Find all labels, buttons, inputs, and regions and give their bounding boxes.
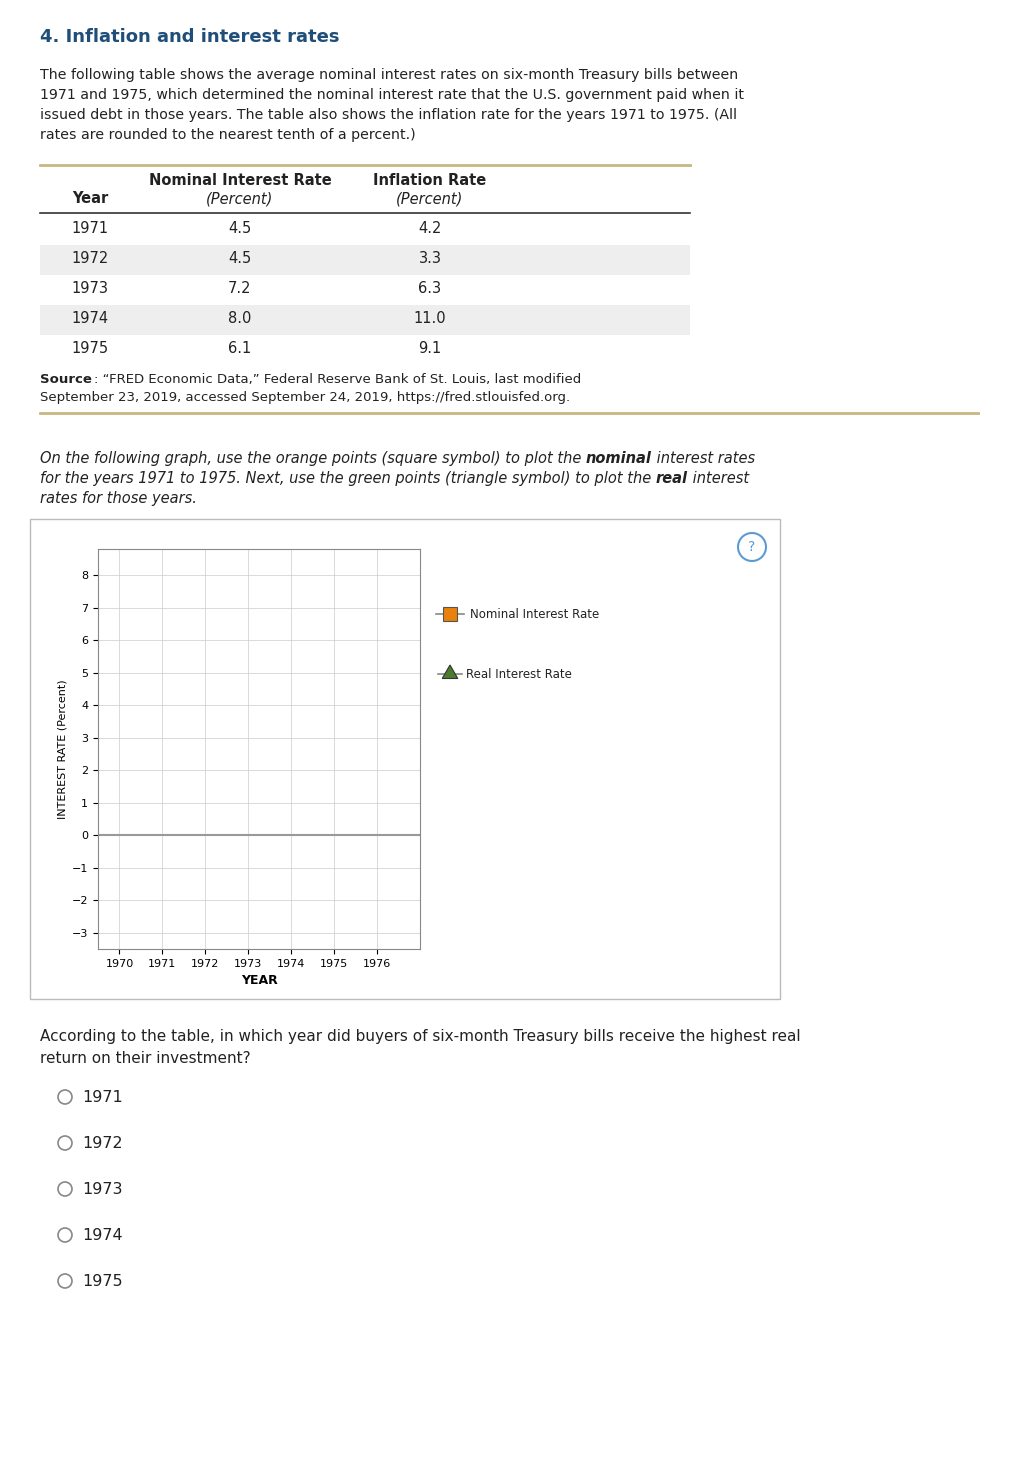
Text: 1971: 1971: [71, 221, 109, 236]
Text: 11.0: 11.0: [413, 312, 446, 326]
Bar: [40, 245, 690, 275]
Circle shape: [58, 1181, 72, 1196]
Text: 4.5: 4.5: [228, 251, 251, 266]
Y-axis label: INTEREST RATE (Percent): INTEREST RATE (Percent): [58, 680, 67, 819]
Text: interest rates: interest rates: [652, 451, 755, 466]
Text: 6.3: 6.3: [418, 280, 442, 295]
Text: 8.0: 8.0: [228, 312, 251, 326]
Text: 9.1: 9.1: [418, 341, 442, 356]
Text: Real Interest Rate: Real Interest Rate: [466, 668, 572, 681]
X-axis label: YEAR: YEAR: [240, 975, 277, 987]
Text: interest: interest: [688, 470, 749, 485]
Text: September 23, 2019, accessed September 24, 2019, https://fred.stlouisfed.org.: September 23, 2019, accessed September 2…: [40, 390, 570, 404]
Text: Nominal Interest Rate: Nominal Interest Rate: [470, 607, 600, 620]
Text: ?: ?: [748, 540, 755, 554]
Text: 1974: 1974: [82, 1227, 122, 1242]
Text: : “FRED Economic Data,” Federal Reserve Bank of St. Louis, last modified: : “FRED Economic Data,” Federal Reserve …: [94, 372, 581, 386]
Text: rates for those years.: rates for those years.: [40, 491, 196, 506]
Text: 1974: 1974: [71, 312, 109, 326]
Circle shape: [738, 533, 766, 561]
Text: Source: Source: [40, 372, 92, 386]
Text: 4. Inflation and interest rates: 4. Inflation and interest rates: [40, 28, 339, 46]
Text: Year: Year: [72, 191, 108, 206]
Text: Nominal Interest Rate: Nominal Interest Rate: [149, 174, 332, 188]
Text: return on their investment?: return on their investment?: [40, 1051, 250, 1066]
Text: real: real: [656, 470, 688, 485]
Circle shape: [58, 1273, 72, 1288]
Circle shape: [58, 1227, 72, 1242]
Bar: [30, 519, 780, 999]
Text: 4.2: 4.2: [418, 221, 442, 236]
Text: Inflation Rate: Inflation Rate: [374, 174, 487, 188]
Text: 3.3: 3.3: [418, 251, 442, 266]
Text: (Percent): (Percent): [396, 191, 463, 206]
Text: The following table shows the average nominal interest rates on six-month Treasu: The following table shows the average no…: [40, 68, 738, 82]
Text: 7.2: 7.2: [228, 280, 251, 295]
Circle shape: [58, 1091, 72, 1104]
Text: for the years 1971 to 1975. Next, use the green points (triangle symbol) to plot: for the years 1971 to 1975. Next, use th…: [40, 470, 656, 485]
Text: 1971 and 1975, which determined the nominal interest rate that the U.S. governme: 1971 and 1975, which determined the nomi…: [40, 88, 744, 102]
Text: 1971: 1971: [82, 1089, 123, 1104]
Text: nominal: nominal: [586, 451, 652, 466]
Text: 1975: 1975: [82, 1273, 122, 1288]
Bar: [40, 306, 690, 335]
Text: 6.1: 6.1: [228, 341, 251, 356]
Text: 1972: 1972: [71, 251, 109, 266]
Text: According to the table, in which year did buyers of six-month Treasury bills rec: According to the table, in which year di…: [40, 1028, 800, 1045]
Text: 1975: 1975: [71, 341, 109, 356]
Text: rates are rounded to the nearest tenth of a percent.): rates are rounded to the nearest tenth o…: [40, 128, 415, 142]
Text: 1973: 1973: [71, 280, 109, 295]
Text: 1973: 1973: [82, 1181, 122, 1196]
Text: issued debt in those years. The table also shows the inflation rate for the year: issued debt in those years. The table al…: [40, 108, 737, 122]
Text: 1972: 1972: [82, 1135, 122, 1150]
Text: On the following graph, use the orange points (square symbol) to plot the: On the following graph, use the orange p…: [40, 451, 586, 466]
Circle shape: [58, 1135, 72, 1150]
Bar: [443, 607, 457, 620]
Text: (Percent): (Percent): [207, 191, 274, 206]
Text: 4.5: 4.5: [228, 221, 251, 236]
